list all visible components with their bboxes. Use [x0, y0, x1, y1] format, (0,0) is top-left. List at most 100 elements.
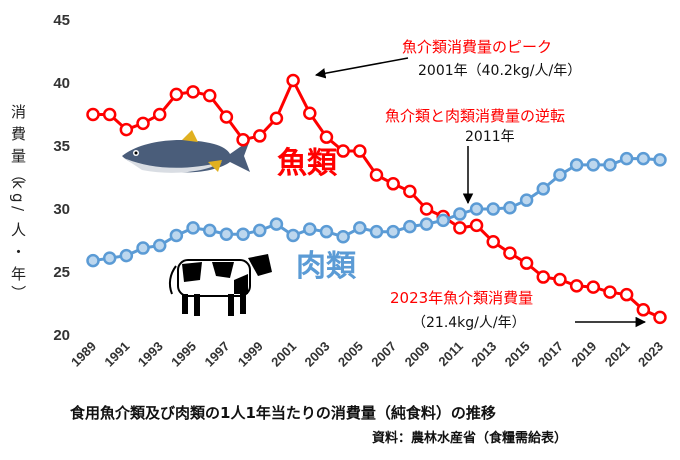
- y-tick-label: 20: [53, 327, 70, 344]
- data-point: [469, 202, 484, 216]
- data-point: [319, 130, 334, 144]
- data-point: [519, 256, 534, 270]
- data-point: [336, 144, 350, 158]
- data-point: [453, 221, 467, 235]
- data-point: [486, 235, 500, 249]
- data-point: [569, 279, 584, 293]
- series-fish: [86, 73, 667, 325]
- data-point: [536, 270, 551, 284]
- data-point: [169, 87, 184, 102]
- data-point: [403, 219, 417, 234]
- data-point: [403, 184, 417, 199]
- data-point: [102, 107, 117, 122]
- latest-annotation-value: （21.4kg/人/年）: [412, 315, 526, 331]
- x-tick-label: 1995: [168, 339, 199, 370]
- meat-series-label: 肉類: [296, 249, 357, 284]
- data-point: [269, 111, 284, 126]
- data-point: [303, 222, 317, 236]
- x-tick-label: 1999: [235, 339, 266, 370]
- series-meat: [86, 151, 667, 268]
- data-point: [586, 280, 601, 294]
- data-point: [336, 229, 350, 244]
- data-point: [553, 272, 567, 287]
- y-tick-label: 40: [53, 75, 70, 92]
- x-tick-label: 2007: [368, 339, 399, 370]
- data-point: [86, 253, 100, 268]
- data-point: [136, 241, 150, 255]
- data-point: [219, 227, 234, 241]
- data-point: [553, 168, 567, 182]
- x-axis-ticks: 1989 1991 1993 1995 1997 1999 2001 2003 2005 2007…: [68, 339, 666, 370]
- y-tick-label: 25: [53, 264, 70, 281]
- data-point: [303, 106, 317, 120]
- data-point: [236, 132, 250, 147]
- data-point: [319, 224, 334, 239]
- x-tick-label: 1993: [135, 339, 166, 370]
- data-point: [569, 158, 584, 172]
- data-point: [102, 251, 117, 265]
- x-tick-label: 2013: [468, 339, 499, 370]
- crossover-annotation-title: 魚介類と肉類消費量の逆転: [385, 107, 565, 125]
- data-point: [269, 217, 284, 231]
- peak-annotation-value: 2001年（40.2kg/人/年）: [418, 63, 581, 79]
- crossover-annotation-year: 2011年: [465, 129, 515, 145]
- y-axis-label-char: （: [9, 167, 27, 182]
- data-point: [586, 158, 601, 172]
- y-axis-label: 消費量 （kg / 人・年 ）: [9, 103, 27, 300]
- x-tick-label: 2001: [268, 339, 299, 370]
- source-note: 資料：農林水産省（食糧需給表）: [372, 430, 567, 446]
- data-point: [202, 88, 217, 103]
- data-point: [486, 202, 500, 216]
- data-point: [419, 202, 434, 216]
- data-point: [369, 224, 384, 239]
- data-point: [503, 246, 517, 260]
- data-point: [119, 248, 134, 263]
- fish-series-label: 魚類: [277, 146, 338, 181]
- data-point: [386, 224, 400, 239]
- y-axis-label-char: ）: [9, 285, 27, 300]
- peak-arrow: [314, 57, 409, 79]
- data-point: [536, 182, 551, 196]
- data-point: [86, 107, 100, 122]
- y-axis-label-char: /: [9, 206, 27, 212]
- x-tick-label: 2003: [302, 339, 333, 370]
- latest-annotation-title: 2023年魚介類消費量: [390, 289, 533, 307]
- data-point: [152, 238, 167, 253]
- data-point: [603, 158, 617, 172]
- data-point: [436, 213, 450, 228]
- data-point: [219, 110, 234, 124]
- data-point: [253, 129, 267, 143]
- y-axis-label-char: 費: [11, 125, 26, 143]
- data-point: [386, 177, 400, 191]
- y-axis-ticks: 20 25 30 35 40 45: [53, 12, 70, 344]
- data-point: [619, 287, 634, 302]
- y-axis-label-char: 消: [11, 103, 26, 121]
- data-point: [503, 200, 517, 215]
- x-tick-label: 2023: [635, 339, 666, 370]
- y-axis-label-char: 量: [11, 147, 26, 165]
- data-point: [653, 153, 667, 167]
- tuna-fish-icon: [122, 130, 250, 173]
- y-tick-label: 45: [53, 12, 70, 29]
- data-point: [253, 223, 267, 238]
- data-point: [469, 218, 484, 233]
- x-tick-label: 2021: [602, 339, 633, 370]
- holstein-cow-icon: [168, 254, 272, 316]
- x-tick-label: 2011: [435, 339, 466, 370]
- data-point: [419, 217, 434, 231]
- data-point: [636, 151, 651, 166]
- data-point: [169, 228, 184, 243]
- data-point: [353, 144, 367, 158]
- y-axis-label-char: k: [9, 180, 27, 189]
- peak-annotation-title: 魚介類消費量のピーク: [402, 38, 552, 56]
- data-point: [519, 193, 534, 207]
- data-point: [236, 227, 250, 241]
- data-point: [369, 168, 384, 182]
- data-point: [453, 207, 467, 221]
- data-point: [186, 221, 200, 235]
- data-point: [353, 221, 367, 235]
- y-tick-label: 30: [53, 201, 70, 218]
- data-point: [152, 107, 167, 122]
- data-point: [136, 116, 150, 131]
